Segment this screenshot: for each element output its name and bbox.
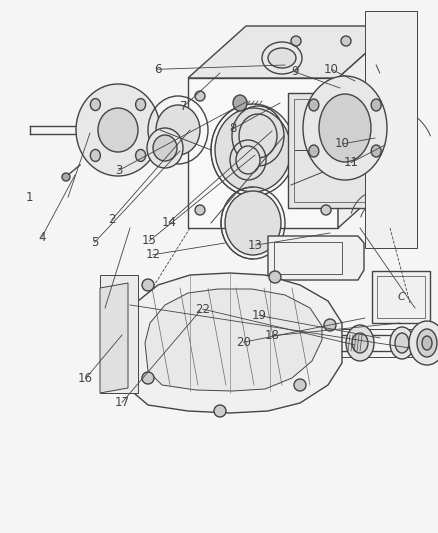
- Ellipse shape: [308, 145, 318, 157]
- Ellipse shape: [90, 99, 100, 110]
- Polygon shape: [145, 289, 321, 391]
- Ellipse shape: [394, 333, 408, 353]
- Ellipse shape: [141, 279, 154, 291]
- Text: 13: 13: [247, 239, 262, 252]
- Text: 11: 11: [343, 156, 358, 169]
- Ellipse shape: [62, 173, 70, 181]
- Text: 8: 8: [229, 123, 236, 135]
- Ellipse shape: [90, 149, 100, 161]
- Ellipse shape: [340, 36, 350, 46]
- Ellipse shape: [238, 114, 276, 158]
- Text: 17: 17: [114, 396, 129, 409]
- Ellipse shape: [371, 145, 380, 157]
- Ellipse shape: [135, 149, 145, 161]
- Polygon shape: [364, 11, 416, 248]
- Ellipse shape: [98, 108, 138, 152]
- Polygon shape: [187, 26, 395, 78]
- Ellipse shape: [236, 146, 259, 174]
- Text: 10: 10: [323, 63, 338, 76]
- Ellipse shape: [302, 76, 386, 180]
- Text: 19: 19: [251, 309, 266, 322]
- Polygon shape: [267, 236, 363, 280]
- Ellipse shape: [318, 94, 370, 162]
- Ellipse shape: [76, 84, 159, 176]
- Text: 15: 15: [141, 235, 156, 247]
- Ellipse shape: [358, 116, 374, 132]
- Ellipse shape: [408, 321, 438, 365]
- Text: 12: 12: [145, 248, 160, 261]
- Ellipse shape: [155, 105, 200, 155]
- Polygon shape: [337, 26, 395, 228]
- Ellipse shape: [147, 128, 183, 168]
- Ellipse shape: [308, 99, 318, 111]
- Text: 22: 22: [195, 303, 210, 316]
- Ellipse shape: [416, 329, 436, 357]
- Text: 3: 3: [115, 164, 122, 177]
- Ellipse shape: [320, 91, 330, 101]
- Ellipse shape: [371, 99, 380, 111]
- Bar: [273, 242, 341, 274]
- Text: 2: 2: [108, 213, 116, 226]
- Ellipse shape: [141, 372, 154, 384]
- Polygon shape: [128, 273, 341, 413]
- Polygon shape: [187, 78, 337, 228]
- Polygon shape: [100, 275, 138, 393]
- Bar: [287, 93, 395, 208]
- Ellipse shape: [215, 108, 290, 192]
- Text: 5: 5: [91, 236, 98, 249]
- Text: 10: 10: [334, 138, 349, 150]
- Ellipse shape: [320, 205, 330, 215]
- Text: 16: 16: [78, 372, 93, 385]
- Bar: [371, 271, 429, 323]
- Ellipse shape: [225, 191, 280, 255]
- Ellipse shape: [323, 319, 335, 331]
- Ellipse shape: [389, 327, 413, 359]
- Ellipse shape: [421, 336, 431, 350]
- Text: 9: 9: [290, 66, 298, 78]
- Ellipse shape: [135, 99, 145, 110]
- Ellipse shape: [351, 333, 367, 353]
- Bar: [376, 276, 424, 318]
- Ellipse shape: [345, 325, 373, 361]
- Ellipse shape: [290, 36, 300, 46]
- Ellipse shape: [267, 48, 295, 68]
- Ellipse shape: [213, 405, 226, 417]
- Bar: [293, 99, 389, 202]
- Text: 7: 7: [179, 100, 187, 113]
- Polygon shape: [100, 283, 128, 393]
- Text: 18: 18: [264, 329, 279, 342]
- Ellipse shape: [194, 91, 205, 101]
- Ellipse shape: [268, 271, 280, 283]
- Text: 1: 1: [26, 191, 34, 204]
- Ellipse shape: [153, 135, 177, 161]
- Ellipse shape: [293, 379, 305, 391]
- Ellipse shape: [233, 95, 247, 111]
- Text: 4: 4: [38, 231, 46, 244]
- Ellipse shape: [194, 205, 205, 215]
- Text: 20: 20: [236, 336, 251, 349]
- Text: 6: 6: [154, 63, 162, 76]
- Text: 14: 14: [161, 216, 176, 229]
- Text: C: C: [396, 292, 404, 302]
